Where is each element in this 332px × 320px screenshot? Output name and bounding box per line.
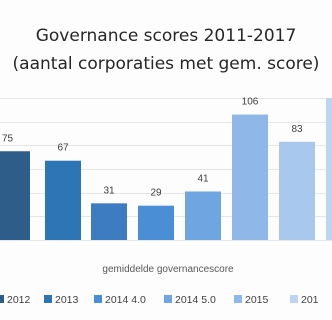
bar [326,98,332,240]
bar [279,141,315,240]
data-label: 83 [291,124,303,135]
data-label: 29 [150,188,162,199]
data-label: 67 [57,143,69,154]
bar [232,114,268,240]
legend-label: 2012 [7,294,31,306]
legend-swatch [234,295,242,303]
bar [45,160,81,240]
data-label: 31 [103,185,115,196]
legend-swatch [0,295,4,303]
bar [0,151,30,240]
data-labels: 756731294110683120 [2,97,303,199]
legend-swatch [290,295,298,303]
legend-label: 2014 5.0 [175,294,216,306]
legend-swatch [94,295,102,303]
bar [185,191,221,240]
legend-label: 2014 4.0 [105,294,146,306]
data-label: 75 [2,133,14,144]
x-axis-title: gemiddelde governancescore [102,264,234,275]
legend-label: 201 [301,294,319,306]
chart-subtitle: (aantal corporaties met gem. score) [13,54,320,74]
legend-swatch [44,295,52,303]
legend-label: 2015 [245,294,269,306]
legend-swatch [164,295,172,303]
legend: 2012 2013 2014 4.0 2014 5.0 2015 201 [0,294,319,306]
bar [138,205,174,240]
data-label: 41 [197,173,209,184]
legend-label: 2013 [55,294,79,306]
bars [0,98,332,240]
chart-title: Governance scores 2011-2017 [36,26,297,46]
bar [91,203,127,240]
data-label: 106 [242,97,259,108]
